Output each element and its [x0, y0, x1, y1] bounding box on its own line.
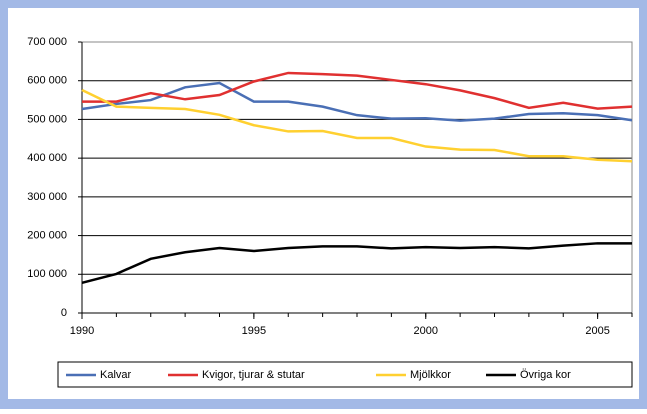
y-tick-label: 100 000 [27, 268, 67, 280]
series-line [81, 88, 633, 163]
series-line [81, 81, 633, 122]
legend-label: Kalvar [100, 369, 132, 381]
legend-label: Mjölkkor [410, 369, 451, 381]
y-tick-label: 700 000 [27, 36, 67, 48]
x-tick-label: 2000 [414, 325, 438, 337]
x-tick-label: 1990 [70, 325, 94, 337]
series-line [82, 71, 633, 110]
legend-label: Kvigor, tjurar & stutar [202, 369, 305, 381]
legend-box [57, 361, 633, 388]
y-tick-label: 400 000 [27, 152, 67, 164]
y-tick-label: 200 000 [27, 229, 67, 241]
series-line [81, 242, 632, 285]
x-tick-label: 1995 [242, 325, 266, 337]
y-tick-label: 300 000 [27, 191, 67, 203]
legend-label: Övriga kor [520, 369, 571, 381]
y-tick-label: 500 000 [27, 113, 67, 125]
x-tick-label: 2005 [585, 325, 609, 337]
y-tick-label: 600 000 [27, 75, 67, 87]
y-tick-label: 0 [61, 307, 67, 319]
panel [8, 8, 639, 399]
